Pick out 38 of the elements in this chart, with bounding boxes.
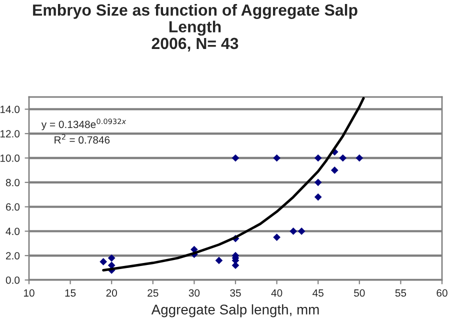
x-tick-label: 25 xyxy=(148,289,158,297)
y-tick-label: 2.0 xyxy=(6,252,20,260)
point xyxy=(273,154,280,162)
point xyxy=(273,234,280,241)
x-tick-label: 50 xyxy=(354,289,365,297)
x-axis-title: Aggregate Salp length, mm xyxy=(151,304,319,318)
point xyxy=(356,154,364,162)
x-tick-label: 55 xyxy=(395,289,406,297)
y-tick-label: 8.0 xyxy=(6,178,20,186)
point xyxy=(232,262,240,270)
point xyxy=(290,228,297,235)
y-tick-label: 10.0 xyxy=(0,154,20,162)
chart-title: Embryo Size as function of Aggregate Salp Length 2006, N= 43 xyxy=(33,4,358,52)
x-tick-label: 45 xyxy=(312,289,324,297)
point xyxy=(339,154,347,162)
y-tick-label: 12.0 xyxy=(0,130,20,138)
point xyxy=(108,254,116,262)
annotation: y = 0.1348e$^{0.0932x}$ xyxy=(41,118,126,130)
point xyxy=(314,178,322,186)
x-tick-label: 10 xyxy=(24,289,34,297)
point xyxy=(298,228,306,235)
annotation: R$^{2}$ = 0.7846 xyxy=(54,134,110,144)
x-tick-label: 20 xyxy=(106,289,117,297)
point xyxy=(100,258,108,266)
point xyxy=(215,256,223,264)
y-tick-label: 14.0 xyxy=(0,106,20,114)
x-tick-label: 40 xyxy=(271,289,282,297)
y-tick-label: 0.0 xyxy=(6,276,20,284)
point xyxy=(232,154,240,162)
x-tick-label: 15 xyxy=(65,289,76,297)
x-tick-label: 30 xyxy=(188,289,200,297)
x-tick-label: 35 xyxy=(230,289,241,297)
x-tick-label: 60 xyxy=(436,289,448,297)
point xyxy=(314,193,322,201)
point xyxy=(330,166,338,174)
y-tick-label: 4.0 xyxy=(6,228,20,236)
point xyxy=(314,154,322,162)
y-tick-label: 6.0 xyxy=(6,203,20,211)
